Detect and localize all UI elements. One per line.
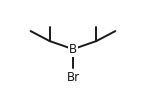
Text: B: B [69,43,77,56]
Text: Br: Br [66,71,80,84]
